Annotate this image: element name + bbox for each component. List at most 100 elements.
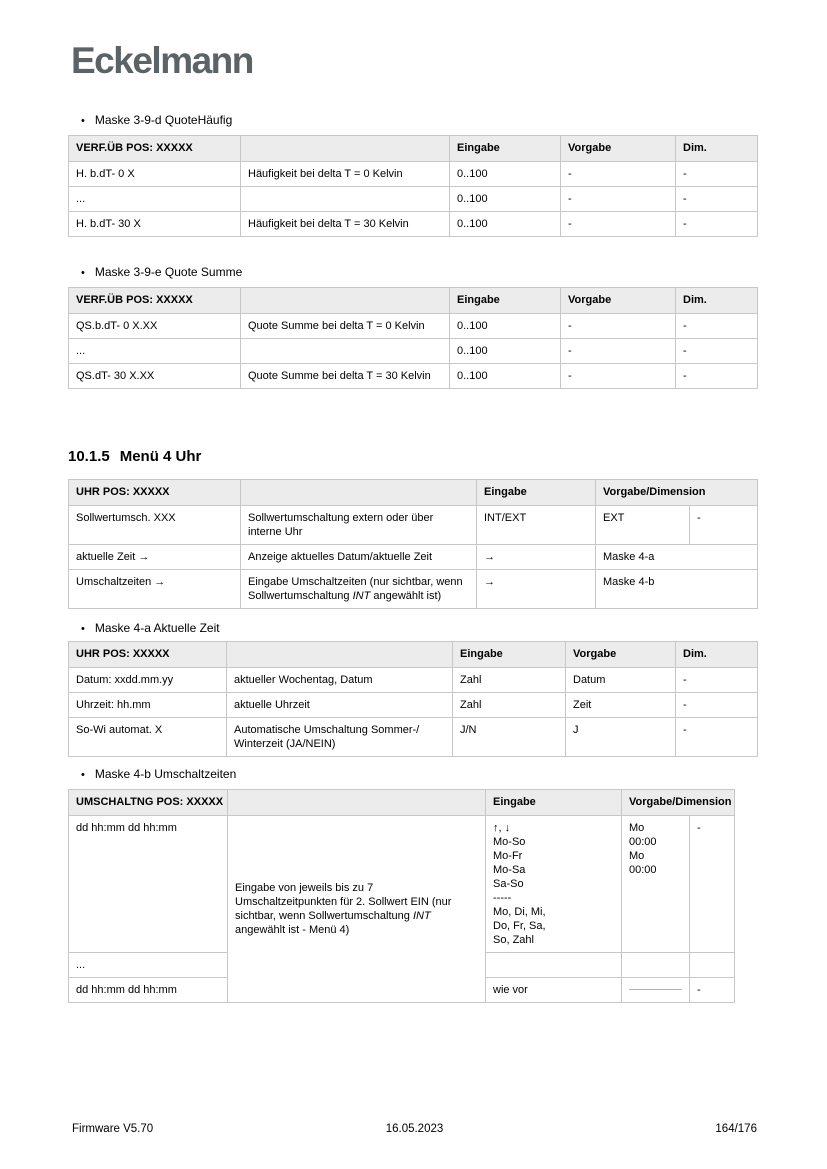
table-cell: - bbox=[560, 363, 676, 389]
table-cell: wie vor bbox=[485, 977, 622, 1003]
page-footer: Firmware V5.70 16.05.2023 164/176 bbox=[72, 1122, 757, 1136]
bullet-maske-3-9-e: • Maske 3-9-e Quote Summe bbox=[81, 264, 757, 281]
table-cell: → bbox=[476, 569, 596, 609]
footer-firmware-version: Firmware V5.70 bbox=[72, 1123, 154, 1135]
header-cell: Eingabe bbox=[449, 287, 561, 314]
table-header-row: UHR POS: XXXXX Eingabe Vorgabe Dim. bbox=[68, 641, 758, 668]
table-cell: Uhrzeit: hh.mm bbox=[68, 692, 227, 718]
header-cell bbox=[240, 135, 450, 162]
table-cell: Maske 4-a bbox=[594, 544, 759, 570]
bullet-label: Maske 4-a Aktuelle Zeit bbox=[94, 621, 220, 635]
table-cell bbox=[688, 952, 736, 978]
table-cell: So-Wi automat. X bbox=[68, 717, 227, 757]
header-cell: Vorgabe bbox=[560, 135, 676, 162]
table-cell: Zahl bbox=[452, 667, 566, 693]
table-cell: H. b.dT- 30 X bbox=[68, 211, 241, 237]
table-cell: Sollwertumschaltung extern oder über int… bbox=[240, 505, 477, 545]
header-cell: UHR POS: XXXXX bbox=[68, 641, 227, 668]
table-cell: Eingabe Umschaltzeiten (nur sichtbar, we… bbox=[240, 569, 477, 609]
bullet-maske-4-a: • Maske 4-a Aktuelle Zeit bbox=[81, 620, 757, 637]
bullet-label: Maske 3-9-d QuoteHäufig bbox=[94, 113, 233, 127]
table-row: Sollwertumsch. XXX Sollwertumschaltung ex… bbox=[68, 505, 759, 545]
table-cell: - bbox=[675, 161, 758, 187]
table-cell: - bbox=[675, 692, 758, 718]
table-cell: 0..100 bbox=[449, 338, 561, 364]
table-cell: 0..100 bbox=[449, 161, 561, 187]
table-cell: - bbox=[675, 667, 758, 693]
table-maske-3-9-d: VERF.ÜB POS: XXXXX Eingabe Vorgabe Dim. H. b… bbox=[68, 135, 758, 237]
table-cell bbox=[621, 977, 690, 1003]
table-maske-4-a: UHR POS: XXXXX Eingabe Vorgabe Dim. Datum: x… bbox=[68, 641, 758, 757]
table-menu-4-uhr: UHR POS: XXXXX Eingabe Vorgabe/Dimension So… bbox=[68, 479, 759, 609]
table-row: QS.dT- 30 X.XX Quote Summe bei delta T = … bbox=[68, 363, 758, 389]
header-cell: VERF.ÜB POS: XXXXX bbox=[68, 135, 241, 162]
table-cell: H. b.dT- 0 X bbox=[68, 161, 241, 187]
table-cell: 0..100 bbox=[449, 186, 561, 212]
table-row: ... 0..100- - bbox=[68, 338, 758, 364]
header-cell: Dim. bbox=[675, 135, 758, 162]
table-cell: Eingabe von jeweils bis zu 7 Umschaltzei… bbox=[227, 815, 486, 1003]
table-row: dd hh:mm dd hh:mm wie vor - bbox=[68, 977, 736, 1003]
table-maske-4-b: UMSCHALTNG POS: XXXXX Eingabe Vorgabe/Dime… bbox=[68, 789, 736, 1003]
table-cell: Anzeige aktuelles Datum/aktuelle Zeit bbox=[240, 544, 477, 570]
table-cell: Mo 00:00 Mo 00:00 bbox=[621, 815, 690, 953]
bullet-label: Maske 4-b Umschaltzeiten bbox=[94, 767, 237, 781]
bullet-maske-4-b: • Maske 4-b Umschaltzeiten bbox=[81, 766, 757, 783]
table-cell: - bbox=[675, 717, 758, 757]
table-cell: - bbox=[675, 313, 758, 339]
table-row: aktuelle Zeit → Anzeige aktuelles Datum/a… bbox=[68, 544, 759, 570]
header-cell bbox=[240, 479, 477, 506]
table-cell: Datum bbox=[565, 667, 676, 693]
table-cell: - bbox=[560, 211, 676, 237]
table-cell: Häufigkeit bei delta T = 0 Kelvin bbox=[240, 161, 450, 187]
bullet-icon: • bbox=[81, 623, 85, 635]
table-cell: Zeit bbox=[565, 692, 676, 718]
header-cell: Vorgabe/Dimension bbox=[620, 789, 736, 816]
table-cell: - bbox=[560, 186, 676, 212]
table-cell: Maske 4-b bbox=[594, 569, 759, 609]
table-cell: ... bbox=[68, 952, 228, 978]
header-cell: Eingabe bbox=[476, 479, 596, 506]
table-cell: J bbox=[565, 717, 676, 757]
table-row: Umschaltzeiten → Eingabe Umschaltzeiten (… bbox=[68, 569, 759, 609]
eckelmann-logo: Eckelmann bbox=[71, 40, 254, 81]
header-cell: Vorgabe bbox=[560, 287, 676, 314]
table-cell: dd hh:mm dd hh:mm bbox=[68, 977, 228, 1003]
table-header-row: VERF.ÜB POS: XXXXX Eingabe Vorgabe Dim. bbox=[68, 287, 758, 314]
bullet-icon: • bbox=[81, 769, 85, 781]
header-cell bbox=[240, 287, 450, 314]
table-cell: Sollwertumsch. XXX bbox=[68, 505, 241, 545]
table-header-row: UMSCHALTNG POS: XXXXX Eingabe Vorgabe/Dime… bbox=[68, 789, 736, 816]
table-cell: ... bbox=[68, 186, 241, 212]
table-cell: aktueller Wochentag, Datum bbox=[226, 667, 453, 693]
header-cell: Eingabe bbox=[485, 789, 622, 816]
bullet-icon: • bbox=[81, 267, 85, 279]
table-cell: - bbox=[560, 161, 676, 187]
table-header-row: VERF.ÜB POS: XXXXX Eingabe Vorgabe Dim. bbox=[68, 135, 758, 162]
table-cell: - bbox=[675, 338, 758, 364]
heading-title: Menü 4 Uhr bbox=[119, 448, 202, 465]
header-cell: Dim. bbox=[675, 287, 758, 314]
table-cell: Zahl bbox=[452, 692, 566, 718]
table-cell: Häufigkeit bei delta T = 30 Kelvin bbox=[240, 211, 450, 237]
table-cell: Automatische Umschaltung Sommer-/ Winter… bbox=[226, 717, 453, 757]
table-cell: aktuelle Zeit → bbox=[68, 544, 241, 570]
header-cell: VERF.ÜB POS: XXXXX bbox=[68, 287, 241, 314]
table-cell: - bbox=[675, 211, 758, 237]
header-cell: Vorgabe bbox=[565, 641, 676, 668]
table-cell bbox=[240, 186, 450, 212]
table-cell: → bbox=[476, 544, 596, 570]
table-row: H. b.dT- 0 X Häufigkeit bei delta T = 0 K… bbox=[68, 161, 758, 187]
header-cell: UHR POS: XXXXX bbox=[68, 479, 241, 506]
table-maske-3-9-e: VERF.ÜB POS: XXXXX Eingabe Vorgabe Dim. QS.b… bbox=[68, 287, 758, 389]
table-header-row: UHR POS: XXXXX Eingabe Vorgabe/Dimension bbox=[68, 479, 759, 506]
table-row: ... bbox=[68, 952, 736, 978]
table-cell: - bbox=[688, 505, 759, 545]
table-cell: ... bbox=[68, 338, 241, 364]
bullet-maske-3-9-d: • Maske 3-9-d QuoteHäufig bbox=[81, 112, 757, 129]
bullet-icon: • bbox=[81, 115, 85, 127]
heading-number: 10.1.5 bbox=[68, 448, 110, 465]
table-cell: - bbox=[675, 363, 758, 389]
header-cell bbox=[227, 789, 486, 816]
